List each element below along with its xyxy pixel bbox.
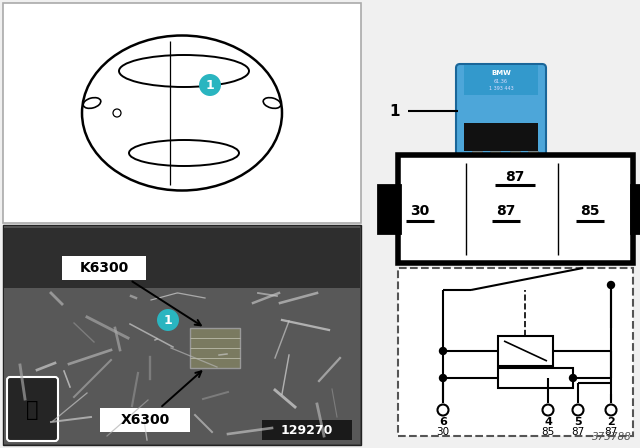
Text: 61.36
1 393 443: 61.36 1 393 443 (488, 79, 513, 90)
FancyBboxPatch shape (510, 151, 520, 169)
FancyBboxPatch shape (4, 228, 360, 288)
Circle shape (573, 405, 584, 415)
FancyBboxPatch shape (7, 377, 58, 441)
Circle shape (605, 405, 616, 415)
FancyBboxPatch shape (4, 226, 360, 444)
Circle shape (157, 309, 179, 331)
Circle shape (440, 348, 447, 354)
FancyBboxPatch shape (472, 151, 482, 169)
Text: 1: 1 (390, 103, 400, 119)
Text: K6300: K6300 (79, 261, 129, 275)
Text: 87: 87 (506, 170, 525, 184)
Text: 87: 87 (496, 204, 516, 218)
FancyBboxPatch shape (262, 420, 352, 440)
FancyBboxPatch shape (464, 65, 538, 95)
FancyBboxPatch shape (190, 328, 240, 368)
Circle shape (438, 405, 449, 415)
FancyBboxPatch shape (62, 256, 146, 280)
FancyBboxPatch shape (490, 151, 500, 169)
Text: 129270: 129270 (281, 423, 333, 436)
FancyBboxPatch shape (4, 288, 360, 444)
Circle shape (199, 74, 221, 96)
FancyBboxPatch shape (3, 3, 361, 223)
Circle shape (607, 281, 614, 289)
Text: 1: 1 (205, 78, 214, 91)
Text: 4: 4 (544, 417, 552, 427)
Text: 30: 30 (436, 427, 449, 437)
Circle shape (570, 375, 577, 382)
FancyBboxPatch shape (464, 123, 538, 151)
FancyBboxPatch shape (498, 336, 553, 366)
FancyBboxPatch shape (378, 185, 400, 233)
FancyBboxPatch shape (100, 408, 190, 432)
FancyBboxPatch shape (631, 185, 640, 233)
Text: X6300: X6300 (120, 413, 170, 427)
Circle shape (440, 375, 447, 382)
FancyBboxPatch shape (398, 268, 633, 436)
Circle shape (543, 405, 554, 415)
FancyBboxPatch shape (3, 225, 361, 445)
Text: 5: 5 (574, 417, 582, 427)
Text: 87: 87 (604, 427, 618, 437)
Text: 85: 85 (580, 204, 600, 218)
Text: 373788: 373788 (592, 432, 632, 442)
FancyBboxPatch shape (528, 151, 538, 169)
FancyBboxPatch shape (498, 368, 573, 388)
Text: 87: 87 (572, 427, 584, 437)
Text: 85: 85 (541, 427, 555, 437)
Text: 🚘: 🚘 (26, 400, 38, 420)
Text: 2: 2 (607, 417, 615, 427)
FancyBboxPatch shape (398, 155, 633, 263)
Text: 1: 1 (164, 314, 172, 327)
Text: BMW: BMW (491, 70, 511, 76)
FancyBboxPatch shape (456, 64, 546, 157)
Text: 30: 30 (410, 204, 429, 218)
Text: 6: 6 (439, 417, 447, 427)
